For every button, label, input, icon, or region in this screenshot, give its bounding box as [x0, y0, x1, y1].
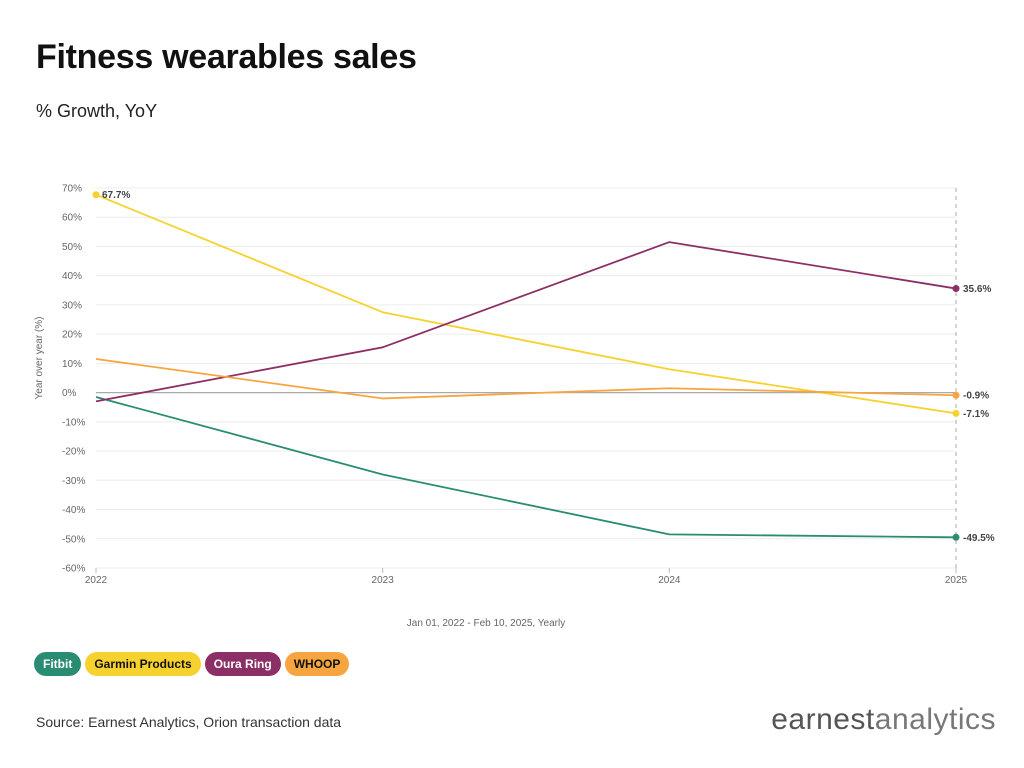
axis-layer: 70% 60% 50% 40% 30% 20% 10% 0% -10% -20% -30% -40% -…	[34, 184, 968, 630]
logo-part-earnest: earnest	[771, 703, 875, 736]
end-point-marker	[952, 409, 960, 417]
label-layer: 67.7% 35.6% -0.9% -7.1% -49.5%	[102, 190, 995, 544]
earnest-analytics-logo: earnestanalytics	[771, 703, 996, 737]
x-tick-label: 2022	[85, 575, 108, 586]
source-note: Source: Earnest Analytics, Orion transac…	[36, 714, 342, 730]
y-tick-label: 10%	[62, 359, 82, 370]
series-line-oura-ring	[95, 241, 957, 403]
line-chart: 70% 60% 50% 40% 30% 20% 10% 0% -10% -20% -30% -40% -…	[34, 184, 995, 630]
chart-subtitle: % Growth, YoY	[36, 101, 158, 121]
y-tick-label: -10%	[62, 417, 85, 428]
legend: Fitbit Garmin Products Oura Ring WHOOP	[34, 652, 350, 676]
y-tick-label: -30%	[62, 476, 85, 487]
start-point-marker	[92, 191, 100, 199]
end-value-label: -49.5%	[963, 533, 995, 544]
y-tick-label: 30%	[62, 300, 82, 311]
y-tick-label: -50%	[62, 534, 85, 545]
legend-item-garmin-products[interactable]: Garmin Products	[85, 652, 201, 676]
y-tick-label: 20%	[62, 330, 82, 341]
y-tick-label: -40%	[62, 505, 85, 516]
x-tick-label: 2024	[658, 575, 681, 586]
end-point-marker	[952, 391, 960, 399]
x-tick-label: 2023	[372, 575, 395, 586]
end-value-label: 35.6%	[963, 284, 991, 295]
legend-item-oura-ring[interactable]: Oura Ring	[204, 652, 281, 676]
y-tick-label: -60%	[62, 564, 85, 575]
legend-item-fitbit[interactable]: Fitbit	[34, 652, 82, 676]
series-line-garmin-products	[95, 193, 957, 415]
y-tick-label: 0%	[62, 388, 77, 399]
series-line-whoop	[95, 358, 957, 400]
logo-part-analytics: analytics	[874, 703, 996, 736]
series-line-fitbit	[95, 396, 957, 539]
x-axis-title: Jan 01, 2022 - Feb 10, 2025, Yearly	[407, 618, 565, 629]
end-point-marker	[952, 285, 960, 293]
y-tick-label: 70%	[62, 184, 82, 195]
chart-title: Fitness wearables sales	[36, 38, 417, 76]
y-tick-label: -20%	[62, 447, 85, 458]
series-layer	[92, 191, 960, 541]
legend-item-whoop[interactable]: WHOOP	[284, 652, 350, 676]
end-value-label: -7.1%	[963, 409, 989, 420]
end-point-marker	[952, 533, 960, 541]
grid-layer	[96, 187, 956, 569]
x-tick-label: 2025	[945, 575, 968, 586]
start-value-label: 67.7%	[102, 190, 130, 201]
y-tick-label: 40%	[62, 271, 82, 282]
y-tick-label: 60%	[62, 213, 82, 224]
y-axis-title: Year over year (%)	[34, 317, 45, 400]
y-tick-label: 50%	[62, 242, 82, 253]
end-value-label: -0.9%	[963, 391, 989, 402]
